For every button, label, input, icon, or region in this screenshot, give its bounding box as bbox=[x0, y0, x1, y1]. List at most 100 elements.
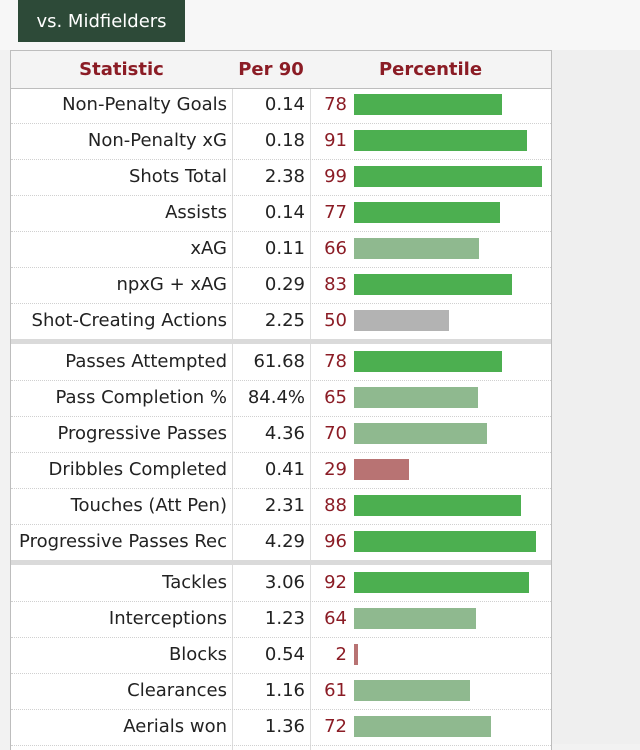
table-row: Aerials won 1.36 72 bbox=[11, 709, 551, 746]
percentile-value: 78 bbox=[324, 94, 347, 115]
per90-value: 0.18 bbox=[264, 130, 305, 151]
percentile-value: 61 bbox=[324, 680, 347, 701]
comparison-tab[interactable]: vs. Midfielders bbox=[18, 0, 185, 42]
percentile-bar bbox=[354, 459, 409, 480]
per90-value: 3.06 bbox=[264, 572, 305, 593]
per90-value: 0.29 bbox=[264, 274, 305, 295]
table-row: Non-Penalty xG 0.18 91 bbox=[11, 123, 551, 160]
percentile-bar bbox=[354, 166, 542, 187]
percentile-value: 77 bbox=[324, 202, 347, 223]
percentile-value: 91 bbox=[324, 130, 347, 151]
percentile-bar bbox=[354, 274, 512, 295]
table-row: Progressive Passes 4.36 70 bbox=[11, 416, 551, 453]
percentile-value: 72 bbox=[324, 716, 347, 737]
per90-value: 0.54 bbox=[264, 644, 305, 665]
stat-label: Shot-Creating Actions bbox=[31, 310, 227, 331]
percentile-bar bbox=[354, 130, 527, 151]
table-row: Interceptions 1.23 64 bbox=[11, 601, 551, 638]
stat-label: Assists bbox=[165, 202, 227, 223]
table-row: Shot-Creating Actions 2.25 50 bbox=[11, 303, 551, 340]
percentile-bar bbox=[354, 680, 470, 701]
percentile-value: 96 bbox=[324, 531, 347, 552]
percentile-bar bbox=[354, 94, 502, 115]
percentile-bar bbox=[354, 608, 476, 629]
per90-value: 2.31 bbox=[264, 495, 305, 516]
table-row: Blocks 0.54 2 bbox=[11, 637, 551, 674]
stat-label: Progressive Passes Rec bbox=[19, 531, 227, 552]
table-header: Statistic Per 90 Percentile bbox=[11, 50, 551, 89]
stat-label: Shots Total bbox=[128, 166, 227, 187]
stat-label: Aerials won bbox=[123, 716, 227, 737]
stat-label: Non-Penalty Goals bbox=[62, 94, 227, 115]
stat-label: Touches (Att Pen) bbox=[70, 495, 227, 516]
stat-label: Clearances bbox=[127, 680, 227, 701]
header-statistic[interactable]: Statistic bbox=[79, 59, 164, 80]
table-row: npxG + xAG 0.29 83 bbox=[11, 267, 551, 304]
table-row: Pass Completion % 84.4% 65 bbox=[11, 380, 551, 417]
percentile-value: 92 bbox=[324, 572, 347, 593]
percentile-value: 78 bbox=[324, 351, 347, 372]
percentile-value: 99 bbox=[324, 166, 347, 187]
per90-value: 2.25 bbox=[264, 310, 305, 331]
per90-value: 0.14 bbox=[264, 202, 305, 223]
stat-label: Non-Penalty xG bbox=[87, 130, 227, 151]
percentile-table: Statistic Per 90 Percentile Non-Penalty … bbox=[10, 50, 552, 750]
stat-label: Interceptions bbox=[108, 608, 227, 629]
table-row: Passes Attempted 61.68 78 bbox=[11, 344, 551, 381]
percentile-value: 50 bbox=[324, 310, 347, 331]
percentile-bar bbox=[354, 202, 500, 223]
table-row: Shots Total 2.38 99 bbox=[11, 159, 551, 196]
column-divider bbox=[232, 50, 233, 750]
stat-label: xAG bbox=[190, 238, 227, 259]
section-separator bbox=[11, 339, 551, 344]
per90-value: 2.38 bbox=[264, 166, 305, 187]
percentile-bar bbox=[354, 351, 502, 372]
table-row: Non-Penalty Goals 0.14 78 bbox=[11, 87, 551, 124]
table-row: Touches (Att Pen) 2.31 88 bbox=[11, 488, 551, 525]
per90-value: 0.11 bbox=[264, 238, 305, 259]
percentile-bar bbox=[354, 716, 491, 737]
per90-value: 0.14 bbox=[264, 94, 305, 115]
percentile-bar bbox=[354, 238, 479, 259]
stat-label: Progressive Passes bbox=[57, 423, 227, 444]
percentile-value: 65 bbox=[324, 387, 347, 408]
right-margin bbox=[550, 50, 640, 744]
header-per90[interactable]: Per 90 bbox=[238, 59, 304, 80]
table-row: Tackles 3.06 92 bbox=[11, 565, 551, 602]
percentile-value: 29 bbox=[324, 459, 347, 480]
per90-value: 1.36 bbox=[264, 716, 305, 737]
comparison-tab-label: vs. Midfielders bbox=[36, 10, 167, 32]
stat-label: Passes Attempted bbox=[65, 351, 227, 372]
percentile-bar bbox=[354, 387, 478, 408]
percentile-value: 88 bbox=[324, 495, 347, 516]
per90-value: 4.29 bbox=[264, 531, 305, 552]
table-row: Assists 0.14 77 bbox=[11, 195, 551, 232]
stat-label: npxG + xAG bbox=[116, 274, 227, 295]
stat-label: Pass Completion % bbox=[55, 387, 227, 408]
column-divider bbox=[310, 50, 311, 750]
per90-value: 4.36 bbox=[264, 423, 305, 444]
per90-value: 61.68 bbox=[253, 351, 305, 372]
percentile-value: 2 bbox=[335, 644, 347, 665]
per90-value: 84.4% bbox=[247, 387, 305, 408]
per90-value: 1.16 bbox=[264, 680, 305, 701]
section-separator bbox=[11, 560, 551, 565]
percentile-bar bbox=[354, 423, 487, 444]
percentile-value: 70 bbox=[324, 423, 347, 444]
header-percentile[interactable]: Percentile bbox=[378, 59, 483, 80]
percentile-value: 83 bbox=[324, 274, 347, 295]
percentile-bar bbox=[354, 495, 521, 516]
stat-label: Blocks bbox=[168, 644, 227, 665]
percentile-bar bbox=[354, 531, 536, 552]
table-row: xAG 0.11 66 bbox=[11, 231, 551, 268]
percentile-bar bbox=[354, 310, 449, 331]
per90-value: 0.41 bbox=[264, 459, 305, 480]
percentile-value: 66 bbox=[324, 238, 347, 259]
stat-label: Dribbles Completed bbox=[48, 459, 227, 480]
percentile-bar bbox=[354, 572, 529, 593]
stat-label: Tackles bbox=[162, 572, 227, 593]
percentile-bar bbox=[354, 644, 358, 665]
percentile-value: 64 bbox=[324, 608, 347, 629]
table-row: Dribbles Completed 0.41 29 bbox=[11, 452, 551, 489]
table-row: Clearances 1.16 61 bbox=[11, 673, 551, 710]
